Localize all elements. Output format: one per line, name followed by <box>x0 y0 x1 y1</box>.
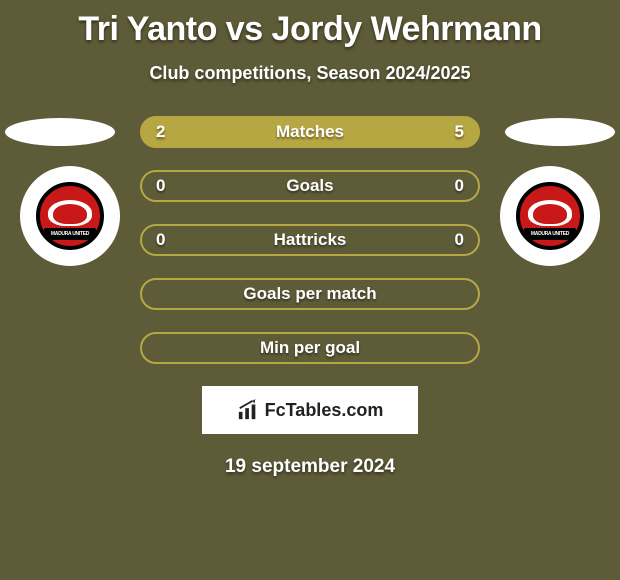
stat-left-value: 0 <box>156 230 165 250</box>
stat-label: Goals <box>142 176 478 196</box>
club-logo-icon: MADURA UNITED <box>36 182 104 250</box>
stat-pill-goals-per-match: Goals per match <box>140 278 480 310</box>
stat-right-value: 0 <box>455 176 464 196</box>
chart-icon <box>237 399 259 421</box>
stat-label: Matches <box>142 122 478 142</box>
stats-area: MADURA UNITED MADURA UNITED 2 Matches 5 … <box>0 116 620 364</box>
stat-label: Hattricks <box>142 230 478 250</box>
date-text: 19 september 2024 <box>0 456 620 478</box>
club-name-left: MADURA UNITED <box>51 231 89 237</box>
player-photo-left <box>5 118 115 146</box>
stat-row: Min per goal <box>0 332 620 364</box>
stat-pill-goals: 0 Goals 0 <box>140 170 480 202</box>
brand-box[interactable]: FcTables.com <box>202 386 418 434</box>
page-title: Tri Yanto vs Jordy Wehrmann <box>0 0 620 49</box>
club-banner-right: MADURA UNITED <box>524 228 576 240</box>
club-name-right: MADURA UNITED <box>531 231 569 237</box>
stat-label: Goals per match <box>142 284 478 304</box>
club-badge-right: MADURA UNITED <box>500 166 600 266</box>
stat-row: Goals per match <box>0 278 620 310</box>
club-badge-left: MADURA UNITED <box>20 166 120 266</box>
stat-right-value: 0 <box>455 230 464 250</box>
stat-pill-min-per-goal: Min per goal <box>140 332 480 364</box>
brand-text: FcTables.com <box>265 400 384 421</box>
page-subtitle: Club competitions, Season 2024/2025 <box>0 63 620 84</box>
stat-left-value: 2 <box>156 122 165 142</box>
club-banner-left: MADURA UNITED <box>44 228 96 240</box>
stat-right-value: 5 <box>455 122 464 142</box>
stat-pill-hattricks: 0 Hattricks 0 <box>140 224 480 256</box>
stat-pill-matches: 2 Matches 5 <box>140 116 480 148</box>
club-logo-icon: MADURA UNITED <box>516 182 584 250</box>
stat-label: Min per goal <box>142 338 478 358</box>
stat-left-value: 0 <box>156 176 165 196</box>
player-photo-right <box>505 118 615 146</box>
